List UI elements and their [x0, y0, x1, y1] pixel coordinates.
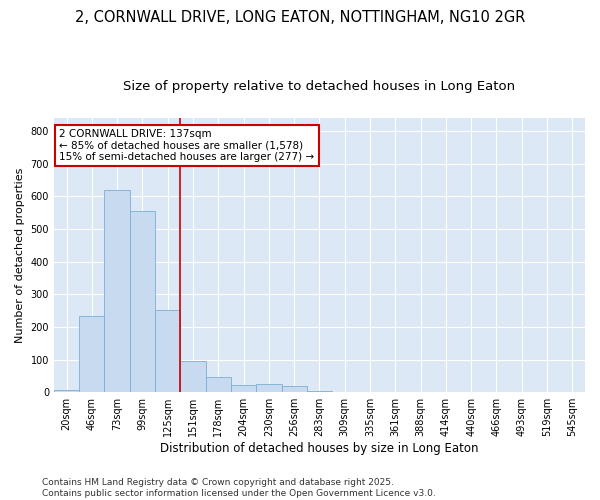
- Bar: [155, 310, 181, 392]
- Text: Contains HM Land Registry data © Crown copyright and database right 2025.
Contai: Contains HM Land Registry data © Crown c…: [42, 478, 436, 498]
- Bar: [104, 190, 130, 392]
- Bar: [54, 390, 79, 392]
- Bar: [181, 361, 206, 392]
- Bar: [206, 376, 231, 392]
- Bar: [231, 385, 256, 392]
- Title: Size of property relative to detached houses in Long Eaton: Size of property relative to detached ho…: [124, 80, 515, 93]
- Bar: [256, 384, 281, 392]
- Text: 2 CORNWALL DRIVE: 137sqm
← 85% of detached houses are smaller (1,578)
15% of sem: 2 CORNWALL DRIVE: 137sqm ← 85% of detach…: [59, 129, 314, 162]
- Bar: [307, 390, 332, 392]
- X-axis label: Distribution of detached houses by size in Long Eaton: Distribution of detached houses by size …: [160, 442, 479, 455]
- Text: 2, CORNWALL DRIVE, LONG EATON, NOTTINGHAM, NG10 2GR: 2, CORNWALL DRIVE, LONG EATON, NOTTINGHA…: [75, 10, 525, 25]
- Bar: [79, 316, 104, 392]
- Bar: [130, 211, 155, 392]
- Bar: [281, 386, 307, 392]
- Y-axis label: Number of detached properties: Number of detached properties: [15, 168, 25, 342]
